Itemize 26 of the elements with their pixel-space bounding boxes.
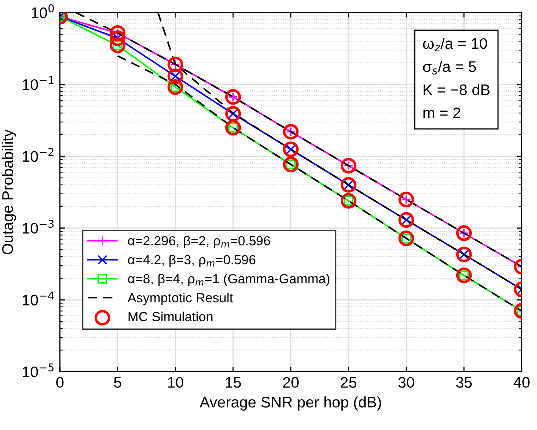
annotation: ω$_{z}$/a = 10 [423,38,488,52]
annotation: m = 2 [424,108,461,118]
legend-label: α=4.2, β=3, ρ$_{m}$=0.596 [128,254,256,268]
annotation: σ$_{s}$/a = 5 [423,61,476,75]
x-tick-label: 35 [456,377,472,388]
x-tick-label: 0 [56,377,64,388]
y-tick-label: 10$^{−3}$ [22,220,54,234]
y-tick-label: 10$^{−5}$ [22,364,54,378]
legend-label: α=8, β=4, ρ$_{m}$=1 (Gamma-Gamma) [128,274,330,286]
x-tick-label: 20 [283,377,299,388]
x-tick-label: 40 [514,377,530,388]
y-tick-label: 10$^{−2}$ [22,148,54,162]
annotation: K = −8 dB [424,84,490,96]
x-tick-label: 5 [114,377,122,388]
x-tick-label: 25 [341,377,357,388]
y-tick-label: 10$^{−4}$ [22,292,54,306]
x-tick-label: 10 [168,377,184,388]
legend-label: Asymptotic Result [128,292,234,306]
x-tick-label: 30 [398,377,414,388]
legend-label: MC Simulation [128,312,213,322]
x-tick-label: 15 [226,377,242,388]
y-tick-label: 10$^{0}$ [32,4,54,18]
legend-label: α=2.296, β=2, ρ$_{m}$=0.596 [128,236,270,248]
x-axis-title: Average SNR per hop (dB) [200,396,382,411]
y-axis-title: Outage Probability [2,130,16,255]
y-tick-label: 10$^{−1}$ [22,76,54,90]
